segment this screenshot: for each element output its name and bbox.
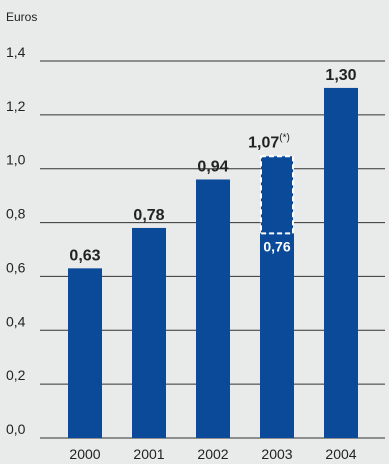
value-label: 1,30 xyxy=(325,67,356,84)
y-axis-label: Euros xyxy=(6,10,37,24)
split-value-label: 0,76 xyxy=(263,238,290,254)
bar-2004 xyxy=(324,87,358,438)
value-label: 0,94 xyxy=(197,158,228,175)
bar-2001 xyxy=(132,227,166,438)
y-tick-label: 1,2 xyxy=(6,98,26,114)
value-label: 0,63 xyxy=(69,247,100,264)
x-tick-labels: 2000 2001 2002 2003 2004 xyxy=(69,446,356,462)
y-tick-label: 0,6 xyxy=(6,259,26,275)
y-tick-label: 0,2 xyxy=(6,367,26,383)
y-tick-label: 0,8 xyxy=(6,206,26,222)
x-tick-label: 2000 xyxy=(69,446,100,462)
y-tick-label: 1,0 xyxy=(6,152,26,168)
y-tick-label: 0,0 xyxy=(6,421,26,437)
value-labels: 0,63 0,78 0,94 0,76 1,07(*) 1,30 xyxy=(69,67,356,264)
value-label: 1,07(*) xyxy=(248,132,290,151)
y-tick-label: 1,4 xyxy=(6,44,26,60)
x-tick-label: 2003 xyxy=(261,446,292,462)
y-tick-labels: 0,0 0,2 0,4 0,6 0,8 1,0 1,2 1,4 xyxy=(6,44,26,437)
value-label-footnote-marker: (*) xyxy=(279,132,290,143)
bar-2002 xyxy=(196,179,230,438)
bar-2003-upper-segment xyxy=(260,155,294,235)
value-label: 0,78 xyxy=(133,207,164,224)
bar-2000 xyxy=(68,268,102,438)
x-tick-label: 2001 xyxy=(133,446,164,462)
y-tick-label: 0,4 xyxy=(6,313,26,329)
bars xyxy=(68,87,358,438)
x-tick-label: 2002 xyxy=(197,446,228,462)
x-tick-label: 2004 xyxy=(325,446,356,462)
bar-2003 xyxy=(260,233,294,438)
